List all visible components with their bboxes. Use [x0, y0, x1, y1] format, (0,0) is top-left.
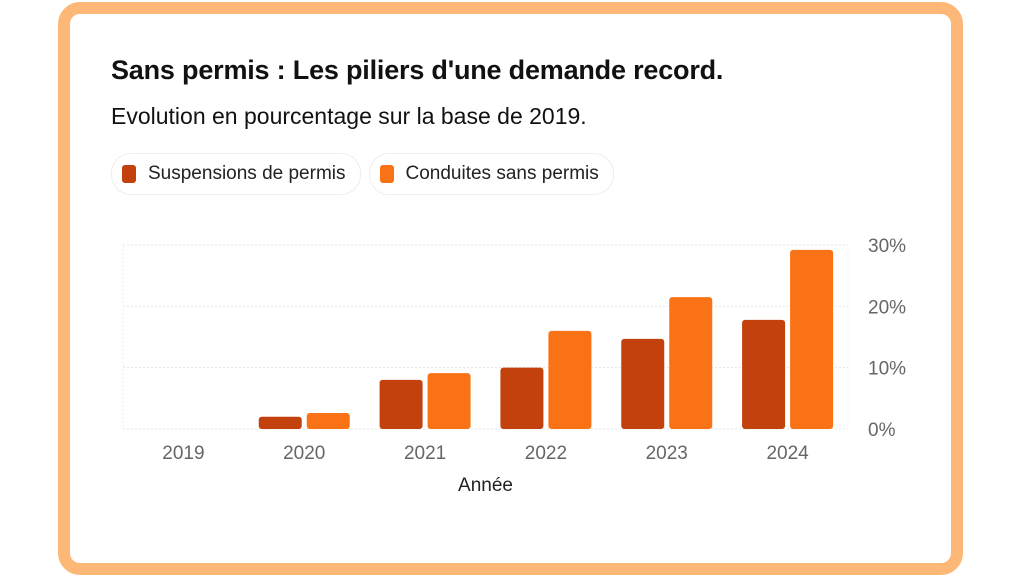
legend-swatch: [122, 165, 136, 183]
x-tick-label: 2024: [766, 443, 809, 464]
bar-conduites-2020: [306, 413, 350, 429]
bar-suspensions-2021: [379, 379, 423, 429]
legend-label: Conduites sans permis: [405, 163, 599, 184]
bar-conduites-2024: [790, 249, 834, 429]
y-tick-label: 30%: [868, 236, 906, 257]
x-tick-label: 2021: [404, 443, 446, 464]
x-tick-label: 2022: [525, 443, 567, 464]
legend-label: Suspensions de permis: [148, 163, 346, 184]
bar-suspensions-2022: [500, 367, 544, 429]
x-tick-label: 2020: [283, 443, 325, 464]
legend-swatch: [379, 165, 394, 183]
chart-title: Sans permis : Les piliers d'une demande …: [111, 55, 724, 85]
legend: Suspensions de permis Conduites sans per…: [111, 153, 614, 195]
chart-subtitle: Evolution en pourcentage sur la base de …: [111, 103, 587, 129]
x-tick-label: 2019: [162, 443, 204, 464]
x-axis-label: Année: [458, 475, 513, 496]
y-tick-label: 0%: [868, 420, 896, 441]
legend-item-suspensions[interactable]: Suspensions de permis: [111, 153, 361, 195]
bar-suspensions-2020: [258, 416, 302, 429]
bar-suspensions-2024: [742, 319, 786, 429]
y-tick-label: 10%: [868, 359, 906, 380]
x-tick-label: 2023: [646, 443, 688, 464]
legend-item-conduites[interactable]: Conduites sans permis: [368, 153, 614, 195]
y-tick-label: 20%: [868, 297, 906, 318]
bar-conduites-2023: [669, 297, 713, 429]
bar-suspensions-2023: [621, 338, 665, 429]
bar-conduites-2021: [427, 373, 471, 429]
bar-conduites-2022: [548, 330, 592, 429]
